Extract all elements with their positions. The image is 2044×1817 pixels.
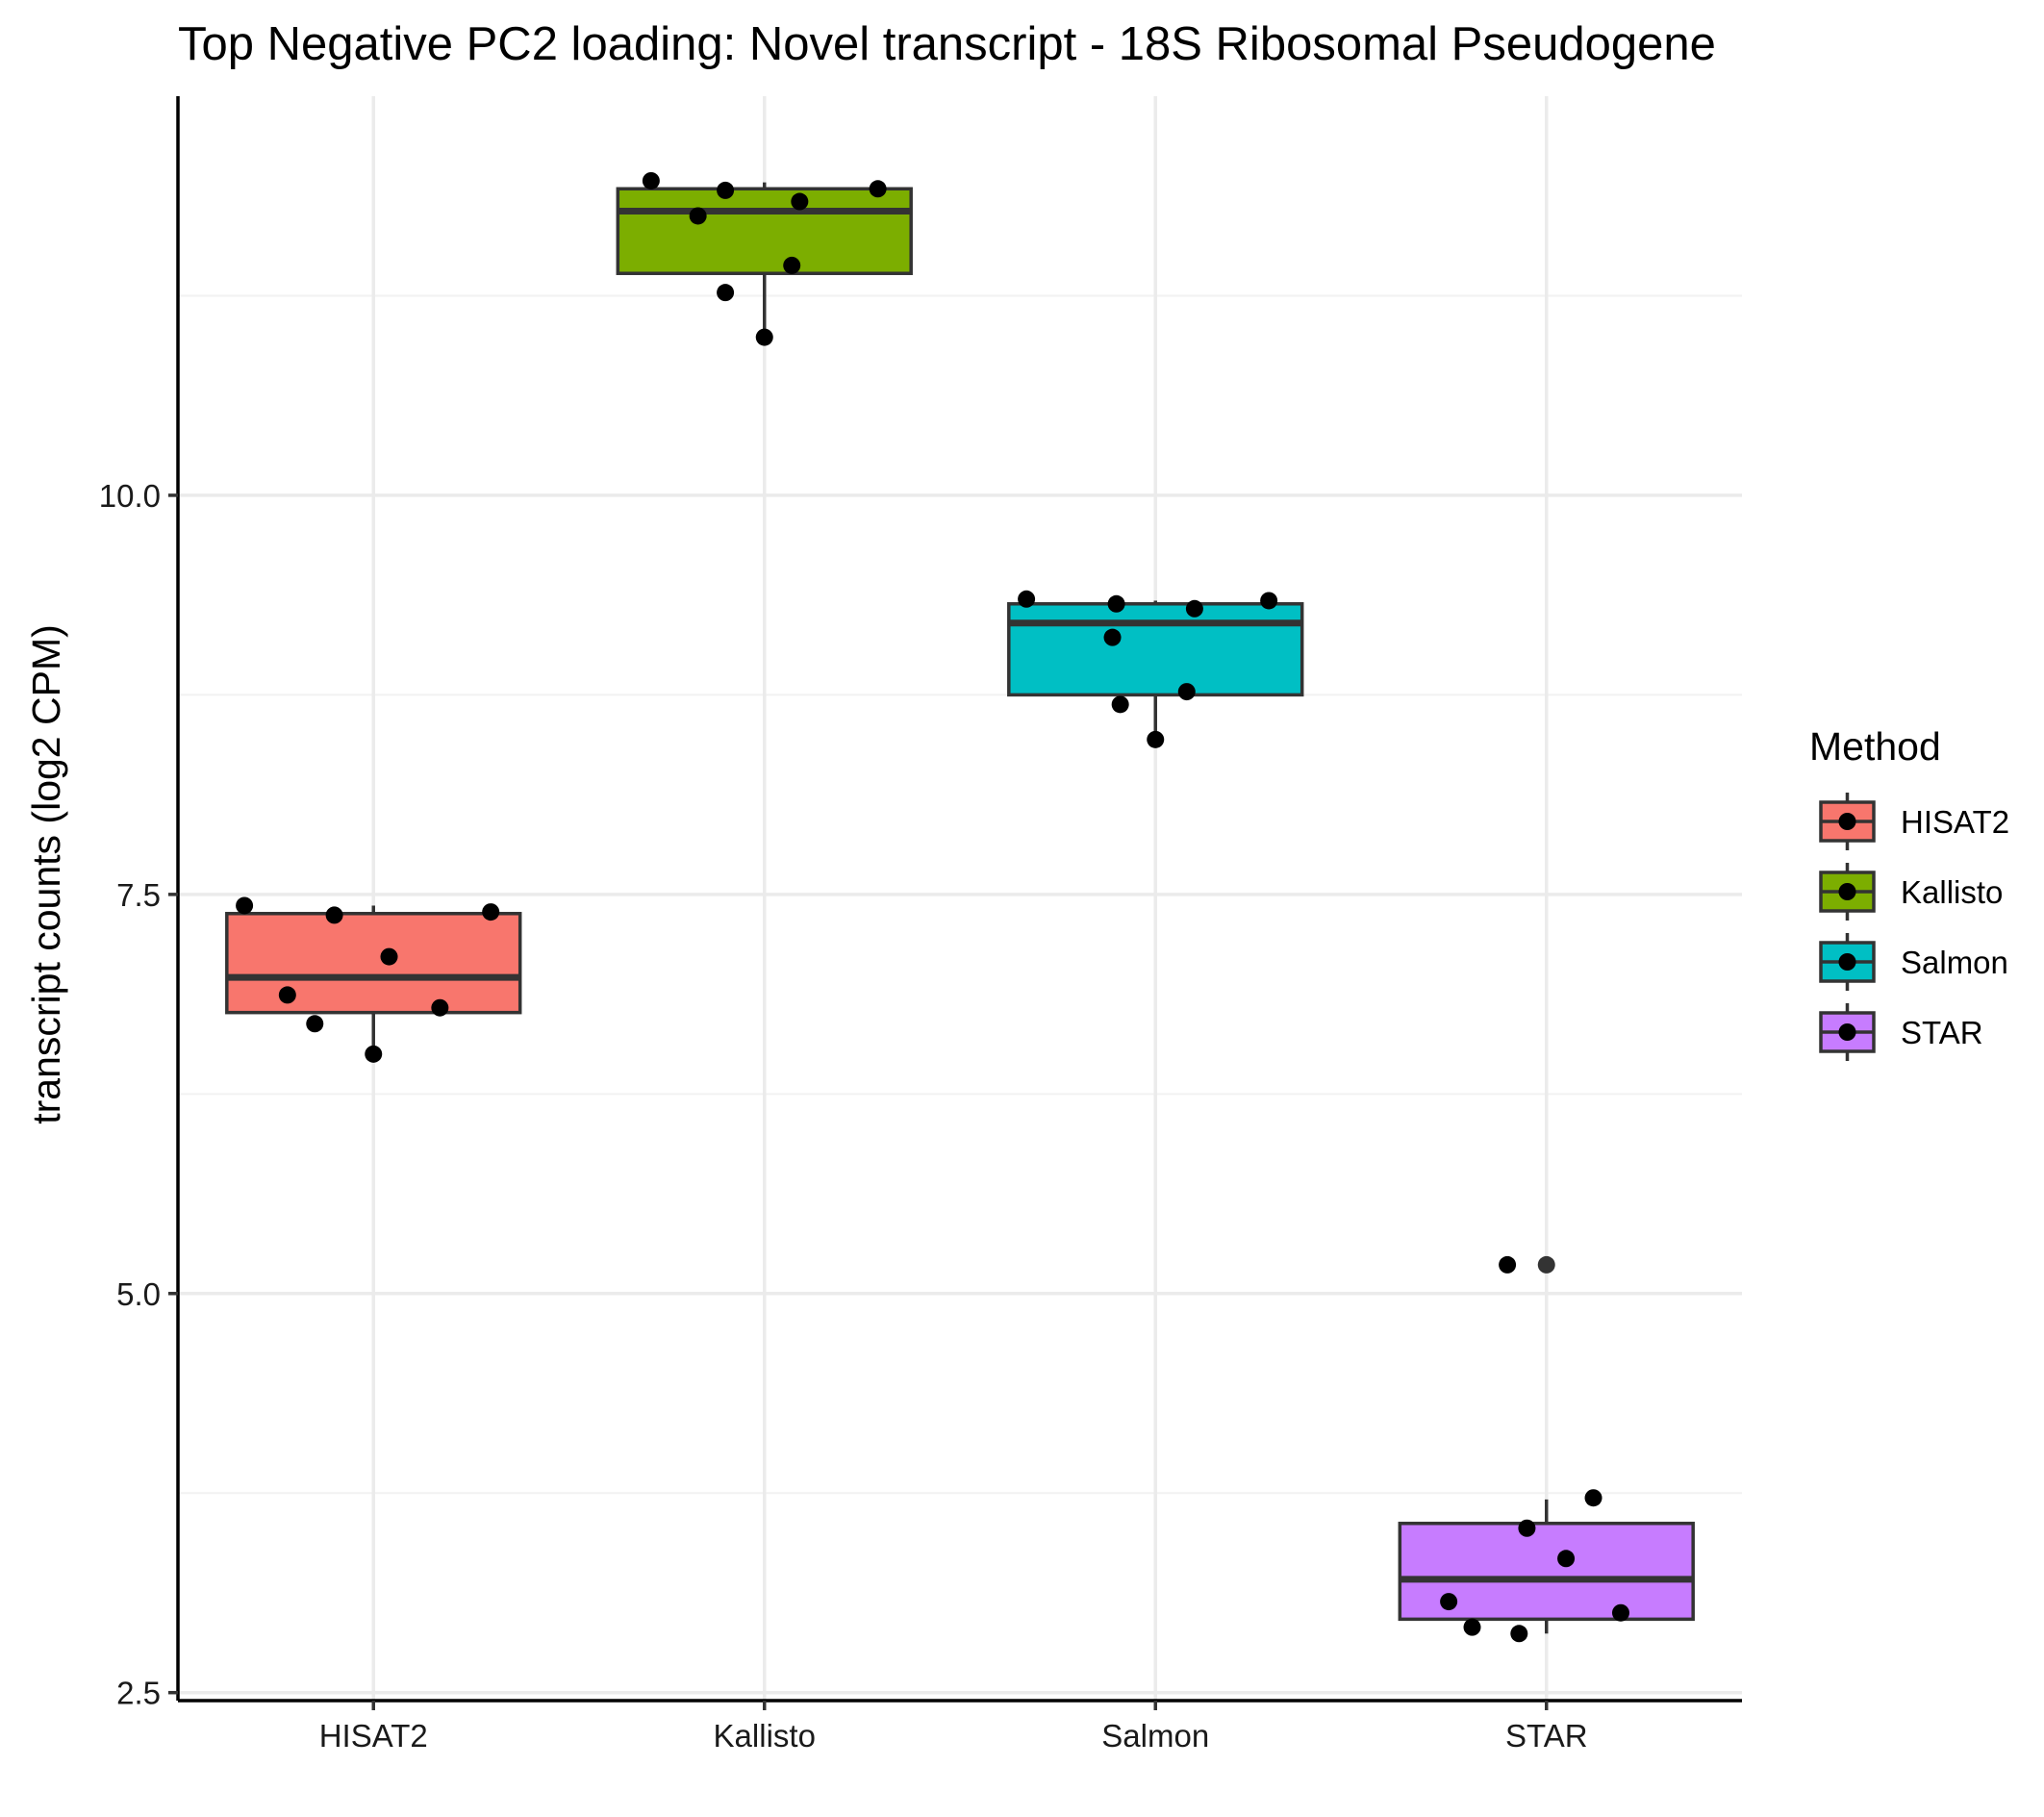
points-star <box>1440 1255 1629 1643</box>
legend-entry-hisat2: HISAT2 <box>1819 793 2009 850</box>
box-salmon <box>1007 600 1304 740</box>
data-point <box>783 256 801 274</box>
data-point <box>365 1045 383 1063</box>
legend-entry-star: STAR <box>1819 1003 1983 1061</box>
points-kallisto <box>642 171 887 346</box>
data-point <box>1103 628 1122 646</box>
y-tick-label: 5.0 <box>116 1276 161 1312</box>
legend-key-point <box>1838 953 1856 971</box>
legend-key-point <box>1838 883 1856 900</box>
data-point <box>1510 1625 1528 1643</box>
data-point <box>1147 730 1165 748</box>
boxes <box>225 182 1695 1634</box>
data-point <box>1185 599 1203 618</box>
legend-label: Kallisto <box>1901 874 2003 910</box>
box-iqr <box>616 187 913 275</box>
points-salmon <box>1018 590 1278 748</box>
data-point <box>306 1015 324 1033</box>
x-tick-label: Salmon <box>1101 1718 1209 1754</box>
x-tick-label: Kallisto <box>714 1718 816 1754</box>
legend-entry-salmon: Salmon <box>1819 933 2008 991</box>
grid <box>178 96 1742 1701</box>
axes: 2.5 5.0 7.5 10.0 HISAT2 Kallisto Salmon STAR <box>99 96 1742 1754</box>
data-point <box>717 181 735 199</box>
legend-key-point <box>1838 1023 1856 1041</box>
data-point <box>869 180 887 198</box>
x-tick-label: STAR <box>1505 1718 1588 1754</box>
outlier-point <box>1537 1255 1555 1274</box>
y-tick-label: 2.5 <box>116 1676 161 1711</box>
y-tick-label: 7.5 <box>116 877 161 913</box>
data-point <box>689 207 707 225</box>
data-point <box>1611 1603 1629 1622</box>
y-tick-label: 10.0 <box>99 478 161 514</box>
data-point <box>325 906 343 924</box>
data-point <box>1177 683 1196 701</box>
data-point <box>1018 590 1036 608</box>
data-point <box>1440 1593 1458 1611</box>
legend-entry-kallisto: Kallisto <box>1819 863 2003 921</box>
data-point <box>278 986 296 1004</box>
data-point <box>717 284 735 302</box>
legend-label: Salmon <box>1901 945 2008 980</box>
box-kallisto <box>616 182 913 338</box>
chart-title: Top Negative PC2 loading: Novel transcri… <box>178 18 1716 70</box>
legend-title: Method <box>1809 724 1941 769</box>
data-point <box>1107 594 1125 613</box>
data-point <box>1463 1618 1481 1636</box>
data-point <box>1260 592 1278 610</box>
points <box>236 171 1629 1643</box>
data-point <box>1499 1255 1517 1274</box>
data-point <box>791 192 809 211</box>
box-iqr <box>225 912 522 1015</box>
legend-label: HISAT2 <box>1901 804 2009 840</box>
data-point <box>236 896 254 915</box>
points-hisat2 <box>236 896 500 1063</box>
data-point <box>642 171 660 189</box>
data-point <box>755 328 773 346</box>
data-point <box>431 998 449 1017</box>
legend: Method HISAT2 Kallisto Salmon STAR <box>1809 724 2009 1061</box>
box-hisat2 <box>225 905 522 1054</box>
y-axis-title: transcript counts (log2 CPM) <box>24 624 68 1124</box>
data-point <box>380 947 398 966</box>
data-point <box>1111 695 1129 714</box>
box-iqr <box>1007 602 1304 697</box>
x-tick-label: HISAT2 <box>319 1718 428 1754</box>
data-point <box>1518 1519 1536 1537</box>
data-point <box>1557 1550 1576 1568</box>
legend-label: STAR <box>1901 1015 1983 1050</box>
data-point <box>1584 1489 1602 1507</box>
legend-key-point <box>1838 813 1856 830</box>
data-point <box>482 903 500 921</box>
